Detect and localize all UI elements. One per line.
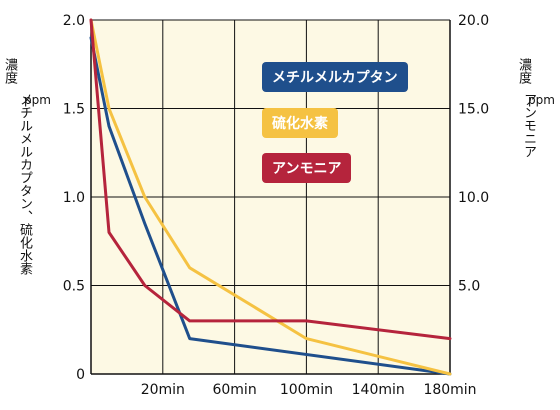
right-axis-label-top: 濃度 xyxy=(516,58,531,84)
x-tick-label: 20min xyxy=(141,382,185,398)
y-left-tick-label: 1.0 xyxy=(63,190,85,206)
y-left-tick-label: 0 xyxy=(76,367,85,383)
left-axis-label: 濃度 xyxy=(2,58,17,84)
y-left-tick-label: 1.5 xyxy=(63,102,85,118)
series-line-1 xyxy=(89,18,452,376)
left-axis-label-top: 濃度 xyxy=(2,58,17,84)
legend-item-methyl-mercaptan: メチルメルカプタン xyxy=(262,62,408,92)
series-line-0 xyxy=(89,36,452,376)
right-axis-unit: ppm xyxy=(528,93,555,107)
y-right-tick-label: 20.0 xyxy=(458,13,489,29)
x-tick-label: 180min xyxy=(423,382,476,398)
y-right-tick-label: 15.0 xyxy=(458,102,489,118)
legend-item-ammonia: アンモニア xyxy=(262,153,352,183)
y-left-tick-label: 0.5 xyxy=(63,279,85,295)
right-axis-label-body: ppm アンモニア xyxy=(521,93,555,158)
left-axis-label-main: メチルメルカプタン、硫化水素 xyxy=(17,93,32,275)
series-lines xyxy=(89,18,452,376)
y-left-tick-label: 2.0 xyxy=(63,13,85,29)
x-tick-label: 140min xyxy=(352,382,405,398)
left-axis-label-body: ppm メチルメルカプタン、硫化水素 xyxy=(17,93,51,275)
series-line-2 xyxy=(89,18,452,341)
x-tick-label: 60min xyxy=(212,382,256,398)
tick-labels: 0 0.5 1.0 1.5 2.0 5.0 10.0 15.0 20.0 20min 60min 10… xyxy=(63,13,489,398)
left-axis-unit: ppm xyxy=(24,93,51,107)
x-tick-label: 100min xyxy=(280,382,333,398)
right-axis-label-main: アンモニア xyxy=(521,93,536,158)
legend-item-hydrogen-sulfide: 硫化水素 xyxy=(262,108,338,138)
y-right-tick-label: 10.0 xyxy=(458,190,489,206)
right-axis-label: 濃度 xyxy=(516,58,531,84)
y-right-tick-label: 5.0 xyxy=(458,279,480,295)
